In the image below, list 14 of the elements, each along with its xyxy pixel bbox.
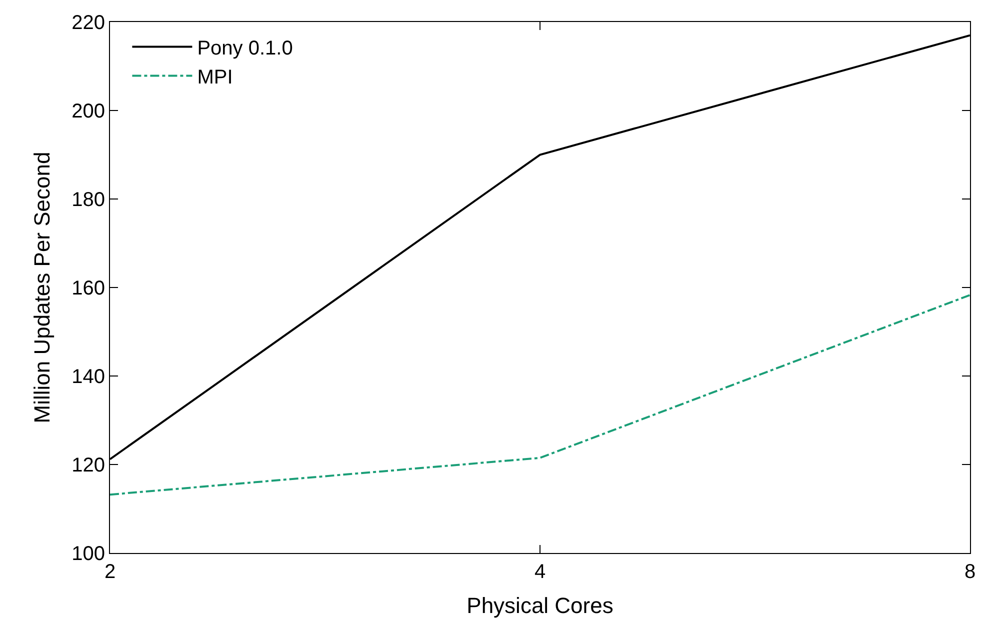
x-axis-title: Physical Cores [466, 592, 614, 618]
y-axis-title: Million Updates Per Second [29, 152, 54, 424]
legend-label: MPI [197, 66, 233, 89]
x-tick-label: 2 [104, 561, 116, 583]
y-tick-label: 200 [72, 100, 105, 122]
y-tick-label: 100 [72, 543, 105, 565]
legend-label: Pony 0.1.0 [197, 38, 293, 60]
y-tick-label: 180 [72, 189, 105, 211]
y-tick-label: 160 [72, 278, 105, 300]
y-tick-label: 220 [72, 12, 105, 34]
x-tick-label: 8 [964, 561, 976, 583]
x-tick-label: 4 [534, 561, 546, 583]
y-tick-label: 120 [72, 454, 105, 476]
y-tick-label: 140 [72, 366, 105, 388]
